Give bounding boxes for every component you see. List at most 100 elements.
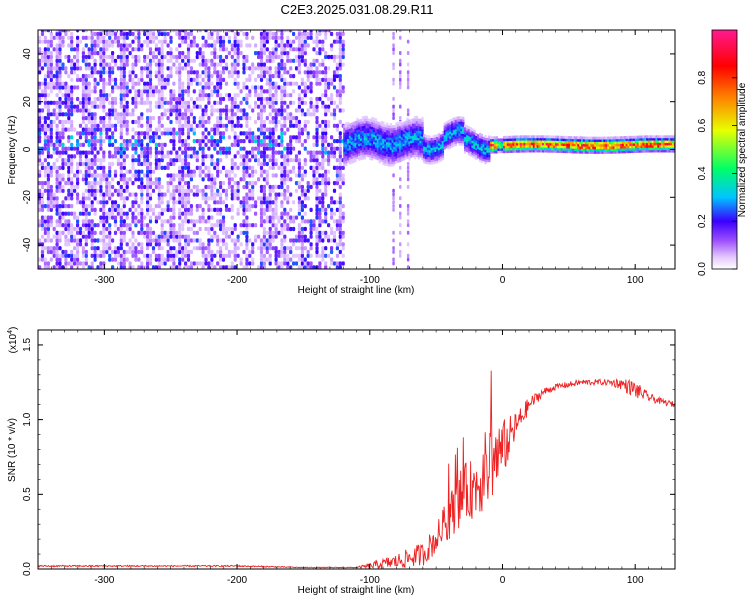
spectrogram-cell [210,207,214,212]
spectrogram-cell [172,204,176,209]
spectrogram-cell [358,136,361,140]
spectrogram-cell [49,173,53,178]
spectrogram-cell [292,135,296,140]
spectrogram-cell [395,136,398,140]
spectrogram-cell [148,150,153,155]
spectrogram-cell [303,47,307,52]
spectrogram-cell [271,93,275,98]
spectrogram-cell [76,62,80,67]
spectrogram-cell [70,89,74,94]
spectrogram-cell [216,219,220,224]
spectrogram-cell [90,173,94,178]
spectrogram-cell [354,123,357,127]
spectrogram-cell [248,139,252,144]
spectrogram-cell [49,215,53,220]
spectrogram-cell [73,47,77,52]
spectrogram-cell [289,215,293,220]
spectrogram-cell [312,58,316,63]
spectrogram-cell [102,249,106,255]
spectrogram-cell [289,226,293,232]
spectrogram-cell [286,173,290,178]
spectrogram-cell [297,169,301,174]
spectrogram-cell [391,156,394,160]
spectrogram-cell [181,93,185,98]
spectrogram-cell [40,226,45,232]
spectrogram-cell [43,58,47,63]
spectrogram-cell [221,188,226,193]
spectrogram-cell [146,54,150,60]
spectrogram-cell [327,169,331,174]
spectrogram-cell [219,58,223,63]
spectrogram-cell [178,81,182,86]
spectrogram-cell [154,242,158,247]
spectrogram-cell [309,100,313,105]
spectrogram-cell [58,139,62,144]
spectrogram-cell [90,131,94,136]
spectrogram-cell [286,211,290,216]
spectrogram-cell [181,161,185,167]
spectrogram-cell [268,100,272,105]
spectrogram-cell [303,85,307,90]
spectrogram-image [38,30,675,269]
spectrogram-cell [154,253,158,258]
spectrogram-cell [210,261,214,266]
spectrogram-cell [467,145,471,149]
spectrogram-cell [458,125,461,129]
spectrogram-cell [233,161,237,167]
spectrogram-cell [96,51,100,56]
spectrogram-cell [428,144,432,148]
spectrogram-cell [286,127,290,132]
spectrogram-cell [46,196,50,201]
spectrogram-cell [166,127,170,132]
spectrogram-cell [201,219,205,224]
spectrogram-cell [178,127,182,132]
spectrogram-cell [184,181,188,186]
spectrogram-cell [166,253,170,258]
spectrogram-cell [297,257,301,262]
spectrogram-cell [413,146,417,150]
spectrogram-cell [163,39,167,44]
spectrogram-cell [73,238,77,243]
spectrogram-cell [303,31,307,37]
spectrogram-cell [248,188,252,193]
spectrogram-cell [257,139,261,144]
spectrogram-cell [99,116,103,121]
spectrogram-cell [380,142,383,146]
spectrogram-cell [417,123,420,127]
spectrogram-cell [154,257,158,262]
spectrogram-cell [346,128,350,132]
spectrogram-cell [122,93,126,98]
spectrogram-cell [300,249,304,255]
spectrogram-cell [292,242,296,247]
spectrogram-cell [271,207,275,212]
spectrogram-cell [236,139,240,144]
spectrogram-cell [78,131,83,136]
spectrogram-cell [248,93,252,98]
spectrogram-cell [213,100,217,105]
spectrogram-cell [207,146,211,151]
spectrogram-cell [40,234,45,239]
spectrogram-cell [148,70,153,75]
spectrogram-cell [111,100,115,105]
spectrogram-cell [432,161,435,165]
spectrogram-cell [356,139,359,143]
spectrogram-cell [262,154,266,159]
spectrogram-cell [146,85,150,90]
spectrogram-cell [172,131,176,136]
spectrogram-cell [154,234,158,239]
spectrogram-cell [392,257,395,262]
spectrogram-cell [327,123,331,128]
spectrogram-cell [140,93,144,98]
spectrogram-cell [399,81,402,86]
spectrogram-cell [303,146,307,151]
spectrogram-cell [406,129,409,133]
spectrogram-cell [227,177,231,182]
spectrogram-cell [93,169,97,174]
spectrogram-cell [52,66,56,71]
spectrogram-cell [330,43,334,48]
spectrogram-cell [128,89,132,94]
spectrogram-cell [151,35,156,40]
spectrogram-cell [195,188,199,193]
spectrogram-cell [378,155,381,159]
spectrogram-cell [361,149,365,153]
